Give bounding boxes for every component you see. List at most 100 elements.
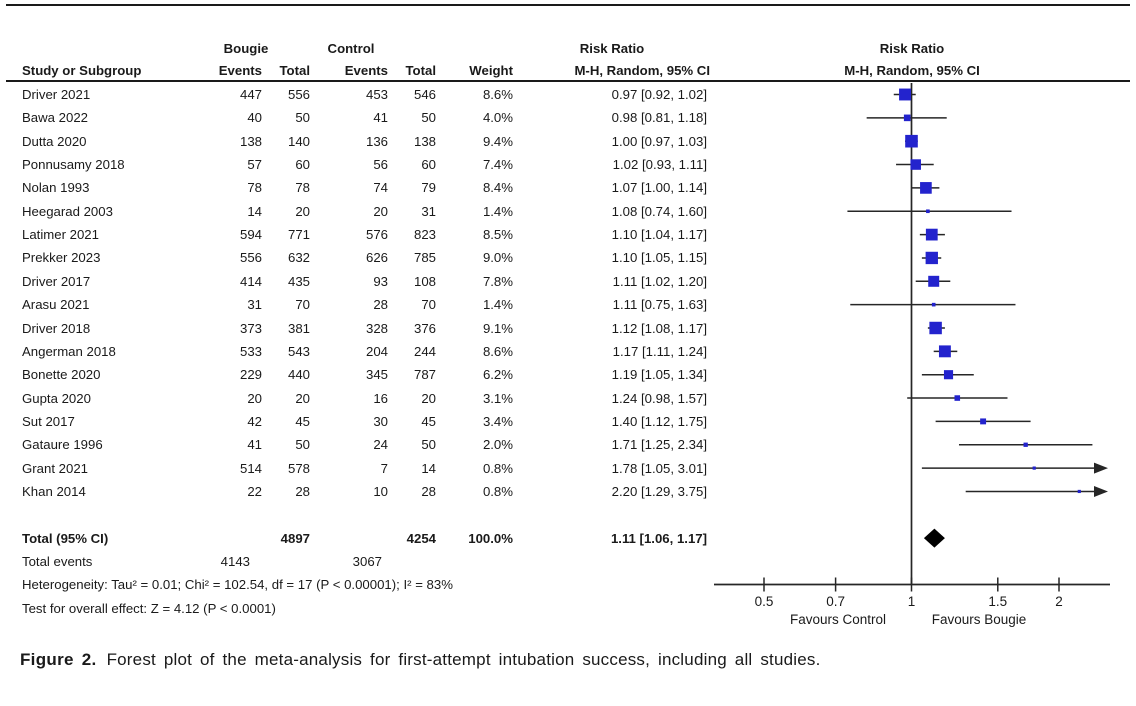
study-bougie-total: 435 [287,273,310,289]
effect-square [1077,489,1081,494]
column-header-bougie-total: Total [279,63,310,78]
column-header-bougie-events: Events [218,63,262,78]
study-control-events: 93 [373,273,388,289]
total-label: Total (95% CI) [22,530,109,546]
overall-effect-text: Test for overall effect: Z = 4.12 (P < 0… [22,600,276,616]
pooled-diamond [923,528,945,548]
study-control-events: 20 [373,203,388,219]
study-control-total: 45 [421,413,436,429]
study-bougie-total: 440 [287,367,310,383]
column-header-study: Study or Subgroup [22,63,142,78]
x-axis-tick-label: 1 [907,594,916,609]
study-bougie-events: 138 [239,133,262,149]
study-name: Gupta 2020 [22,390,91,406]
effect-square [954,395,961,401]
group-header-risk-ratio-left: Risk Ratio [579,41,645,56]
study-control-events: 345 [365,367,388,383]
total-weight: 100.0% [468,530,513,546]
study-weight: 8.6% [482,87,513,102]
study-name: Prekker 2023 [22,250,101,266]
study-risk-ratio-text: 1.11 [1.02, 1.20] [612,273,707,289]
effect-square [910,159,921,170]
study-bougie-total: 20 [295,390,310,406]
effect-square [931,302,936,307]
study-bougie-total: 70 [295,297,310,313]
study-bougie-events: 594 [239,227,262,243]
x-axis-tick-label: 0.7 [826,594,845,609]
total-events-control: 3067 [352,554,382,569]
study-bougie-events: 373 [239,320,262,336]
study-bougie-events: 14 [247,203,262,219]
study-risk-ratio-text: 0.98 [0.81, 1.18] [611,110,707,126]
study-risk-ratio-text: 1.17 [1.11, 1.24] [612,343,707,359]
total-bougie-total: 4897 [280,530,310,546]
column-header-mh-ci-left: M-H, Random, 95% CI [574,63,710,78]
study-risk-ratio-text: 1.10 [1.05, 1.15] [611,250,707,266]
study-control-total: 28 [421,483,436,499]
study-name: Ponnusamy 2018 [22,157,125,173]
study-control-total: 50 [421,110,436,126]
study-bougie-events: 78 [247,180,262,196]
x-axis-tick-label: 1.5 [988,594,1008,609]
study-control-events: 10 [373,483,388,499]
study-bougie-events: 31 [247,297,262,313]
header-rule [6,80,1130,82]
effect-square [928,275,940,287]
study-control-events: 24 [373,437,388,453]
study-bougie-total: 578 [287,460,310,476]
study-risk-ratio-text: 1.08 [0.74, 1.60] [611,203,707,219]
study-control-events: 28 [373,297,388,313]
study-bougie-events: 20 [247,390,262,406]
study-bougie-events: 514 [239,460,262,476]
study-control-total: 823 [413,227,436,243]
study-control-total: 546 [413,87,436,102]
study-weight: 8.4% [482,180,513,196]
study-control-total: 50 [421,437,436,453]
study-name: Nolan 1993 [22,180,90,196]
study-risk-ratio-text: 1.40 [1.12, 1.75] [611,413,707,429]
study-control-events: 328 [365,320,388,336]
study-name: Arasu 2021 [22,297,90,313]
ci-arrow-right [1094,485,1108,497]
study-bougie-events: 22 [247,483,262,499]
study-weight: 9.0% [482,250,513,266]
study-control-total: 138 [413,133,436,149]
total-events-bougie: 4143 [220,554,250,569]
study-name: Sut 2017 [22,413,75,429]
study-risk-ratio-text: 1.07 [1.00, 1.14] [611,180,707,196]
study-control-total: 14 [421,460,436,476]
study-bougie-total: 632 [287,250,310,266]
study-bougie-total: 60 [295,157,310,173]
study-risk-ratio-text: 1.78 [1.05, 3.01] [611,460,707,476]
effect-square [903,114,911,122]
x-axis-tick-label: 2 [1055,594,1063,609]
study-bougie-events: 556 [239,250,262,266]
ci-arrow-right [1094,462,1108,474]
effect-square [980,418,987,425]
study-name: Dutta 2020 [22,133,87,149]
study-bougie-events: 40 [247,110,262,126]
study-weight: 7.4% [482,157,513,173]
study-name: Driver 2021 [22,87,91,102]
effect-square [1023,442,1028,447]
study-name: Latimer 2021 [22,227,99,243]
study-bougie-events: 42 [247,413,262,429]
study-weight: 9.1% [482,320,513,336]
study-bougie-total: 771 [287,227,310,243]
study-control-events: 56 [373,157,388,173]
study-control-total: 785 [413,250,436,266]
study-weight: 1.4% [482,203,513,219]
total-control-total: 4254 [406,530,436,546]
study-control-total: 20 [421,390,436,406]
study-control-events: 16 [373,390,388,406]
column-header-mh-ci-right: M-H, Random, 95% CI [844,63,980,78]
study-bougie-total: 381 [287,320,310,336]
favours-bougie-label: Favours Bougie [931,612,1027,627]
favours-control-label: Favours Control [789,612,887,627]
study-risk-ratio-text: 1.11 [0.75, 1.63] [612,297,707,313]
study-weight: 2.0% [482,437,513,453]
study-control-total: 79 [421,180,436,196]
figure-caption-text: Forest plot of the meta-analysis for fir… [106,650,821,669]
study-bougie-total: 556 [287,87,310,102]
